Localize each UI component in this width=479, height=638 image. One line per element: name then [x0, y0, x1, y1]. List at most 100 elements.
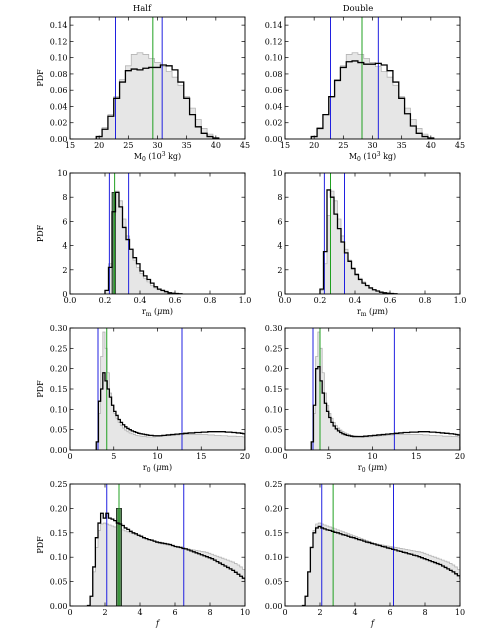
y-tick-label: 0.25	[50, 480, 68, 489]
y-tick-label: 0.10	[50, 54, 68, 63]
x-tick-label: 35	[397, 141, 407, 150]
x-axis-label: r0 (μm)	[358, 463, 387, 474]
y-tick-label: 0.10	[265, 405, 283, 414]
x-tick-label: 30	[367, 141, 377, 150]
y-tick-label: 0.00	[50, 135, 68, 144]
y-tick-label: 0.06	[50, 86, 68, 95]
y-tick-label: 0.05	[265, 426, 283, 435]
column-title-half: Half	[133, 4, 152, 14]
x-axis-label: M0 (103 kg)	[349, 151, 396, 163]
x-tick-label: 0.0	[64, 296, 77, 305]
x-tick-label: 25	[338, 141, 348, 150]
y-tick-label: 0.15	[50, 529, 68, 538]
y-axis-label: PDF	[36, 380, 45, 398]
column-title-double: Double	[343, 4, 374, 14]
chart-panel: 0 5 10 15 20 0.00 0.05 0.10 0.15 0.20 0.25 0.30 r0 (…	[265, 324, 465, 474]
y-tick-label: 2	[277, 266, 282, 275]
x-tick-label: 0	[282, 608, 287, 617]
y-tick-label: 0	[277, 290, 282, 299]
prior-histogram	[104, 190, 183, 294]
y-tick-label: 0.30	[50, 324, 68, 333]
y-tick-label: 0.05	[50, 426, 68, 435]
y-tick-label: 0.02	[265, 119, 283, 128]
chart-panel: 0.0 0.2 0.4 0.6 0.8 1.0 0 2 4 6 8 10 rm (μm)	[272, 169, 466, 318]
axes-frame	[284, 172, 461, 295]
x-tick-label: 5	[111, 452, 116, 461]
chart-panel: 15 20 25 30 35 40 45 0.00 0.02 0.04 0.06 0.08 0.10 0.…	[265, 16, 465, 163]
x-tick-label: 20	[240, 452, 250, 461]
x-tick-label: 1.0	[454, 296, 467, 305]
x-tick-label: 6	[387, 608, 392, 617]
y-tick-label: 8	[277, 193, 282, 202]
x-axis-label: r0 (μm)	[143, 463, 172, 474]
panel-grid: 15 20 25 30 35 40 450.000.020.040.060.080.100.…	[36, 16, 466, 628]
y-tick-label: 0.10	[265, 553, 283, 562]
x-tick-label: 15	[196, 452, 206, 461]
y-tick-label: 0.15	[50, 385, 68, 394]
y-tick-label: 0.12	[50, 37, 68, 46]
x-tick-label: 45	[240, 141, 250, 150]
y-tick-label: 0.05	[265, 578, 283, 587]
x-axis-label: M0 (103 kg)	[134, 151, 181, 163]
y-axis-label: PDF	[36, 69, 45, 87]
y-tick-label: 0.14	[265, 21, 283, 30]
y-tick-label: 10	[57, 169, 67, 178]
x-tick-label: 0	[67, 608, 72, 617]
axes-frame	[284, 483, 461, 607]
plot-area	[310, 328, 460, 450]
posterior-histogram	[86, 512, 245, 606]
posterior-histogram	[310, 60, 435, 139]
chart-panel: 15 20 25 30 35 40 45 0.00 0.02 0.04 0.06 0.08 0.10 0.…	[36, 16, 250, 163]
x-tick-label: 20	[309, 141, 319, 150]
chart-panel: 0 5 10 15 20 0.00 0.05 0.10 0.15 0.20 0.25 0.30 r0 (…	[36, 324, 250, 474]
y-tick-label: 0.10	[50, 405, 68, 414]
y-tick-label: 0.25	[265, 344, 283, 353]
y-tick-label: 0.30	[265, 324, 283, 333]
y-tick-label: 6	[62, 217, 67, 226]
x-tick-label: 45	[455, 141, 465, 150]
y-tick-label: 4	[62, 242, 67, 251]
y-tick-label: 0.20	[50, 504, 68, 513]
x-tick-label: 0.2	[314, 296, 327, 305]
x-tick-label: 10	[455, 608, 465, 617]
x-axis-label: f	[370, 619, 376, 628]
y-tick-label: 0.12	[265, 37, 283, 46]
y-tick-label: 0.06	[265, 86, 283, 95]
x-tick-label: 35	[182, 141, 192, 150]
x-tick-label: 0.8	[419, 296, 432, 305]
posterior-histogram	[310, 365, 460, 450]
x-tick-label: 8	[207, 608, 212, 617]
x-tick-label: 0.4	[134, 296, 147, 305]
y-tick-label: 0.20	[265, 365, 283, 374]
x-tick-label: 10	[240, 608, 250, 617]
x-tick-label: 40	[211, 141, 221, 150]
y-tick-label: 0.02	[50, 119, 68, 128]
plot-area	[95, 17, 220, 139]
y-tick-label: 0.04	[50, 102, 68, 111]
x-axis-label: rm (μm)	[142, 307, 173, 318]
x-tick-label: 0.6	[384, 296, 397, 305]
x-tick-label: 0.2	[99, 296, 112, 305]
x-tick-label: 30	[152, 141, 162, 150]
plot-area	[86, 484, 245, 606]
x-tick-label: 2	[317, 608, 322, 617]
x-tick-label: 15	[280, 141, 290, 150]
x-axis-label: f	[155, 619, 161, 628]
x-tick-label: 8	[422, 608, 427, 617]
y-tick-label: 0.00	[50, 446, 68, 455]
chart-panel: 0 2 4 6 8 10 0.00 0.05 0.10 0.15 0.20 0.25 f PDF	[36, 480, 250, 628]
x-tick-label: 0	[282, 452, 287, 461]
y-axis-label: PDF	[36, 224, 45, 242]
prior-histogram	[310, 331, 460, 450]
x-tick-label: 20	[94, 141, 104, 150]
y-tick-label: 0.05	[50, 578, 68, 587]
posterior-histogram	[301, 525, 460, 606]
axes-frame	[69, 172, 246, 295]
y-tick-label: 0.00	[50, 602, 68, 611]
x-tick-label: 15	[411, 452, 421, 461]
x-tick-label: 5	[326, 452, 331, 461]
chart-panel: 0.0 0.2 0.4 0.6 0.8 1.0 0 2 4 6 8 10 rm (μm) PDF	[36, 169, 251, 318]
posterior-histogram	[104, 191, 183, 294]
prior-histogram	[302, 522, 460, 606]
